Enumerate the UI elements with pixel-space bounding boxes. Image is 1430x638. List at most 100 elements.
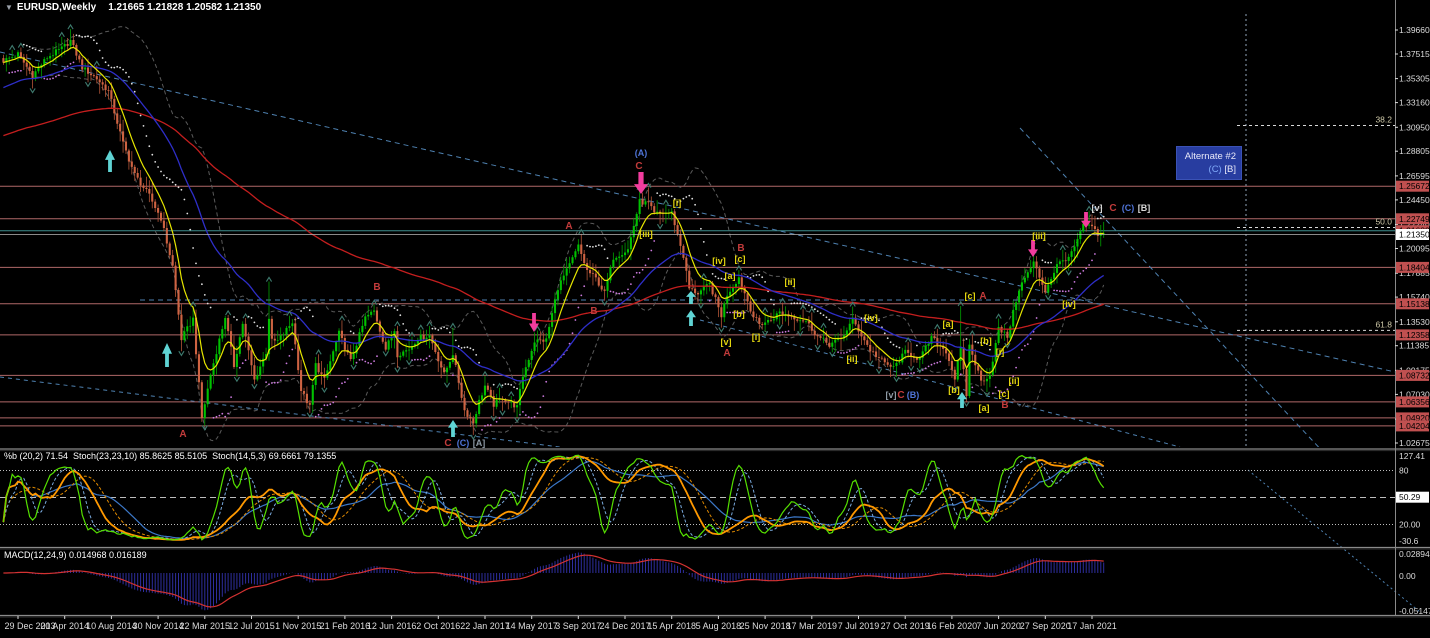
psar-dot	[317, 413, 320, 416]
time-axis-label: 2 Oct 2016	[416, 621, 460, 631]
wave-label[interactable]: A	[179, 429, 186, 440]
fractal-up-icon	[508, 390, 515, 397]
buy-signal-arrow-icon[interactable]	[957, 392, 967, 408]
psar-dot	[869, 317, 872, 319]
wave-label[interactable]: B	[1001, 400, 1008, 411]
psar-dot	[443, 326, 445, 328]
psar-dot	[682, 197, 685, 200]
psar-dot	[14, 71, 16, 73]
buy-signal-arrow-icon[interactable]	[686, 310, 696, 326]
psar-dot	[1053, 289, 1055, 292]
sell-signal-arrow-icon[interactable]	[1081, 212, 1091, 228]
sell-signal-arrow-icon[interactable]	[529, 313, 539, 332]
wave-label[interactable]: [v]	[721, 337, 732, 347]
psar-dot	[504, 383, 507, 385]
wave-label[interactable]: [c]	[999, 389, 1010, 399]
wave-label[interactable]: C	[897, 390, 904, 401]
collapse-icon[interactable]: ▼	[5, 3, 13, 12]
wave-label[interactable]: [v]	[886, 390, 897, 400]
wave-label[interactable]: [iv]	[1062, 299, 1076, 309]
wave-label[interactable]: [a]	[943, 319, 954, 329]
sell-signal-arrow-icon[interactable]	[634, 172, 648, 194]
time-axis-label: 3 Sep 2017	[555, 621, 601, 631]
buy-signal-arrow-icon[interactable]	[105, 150, 115, 172]
wave-label[interactable]: C	[444, 438, 451, 449]
fractal-down-icon	[908, 365, 915, 372]
wave-label[interactable]: [iv]	[864, 313, 878, 323]
psar-dot	[627, 288, 629, 291]
psar-dot	[644, 264, 647, 267]
wave-label[interactable]: C	[635, 161, 642, 172]
wave-label[interactable]: [iii]	[639, 229, 653, 239]
psar-dot	[55, 75, 57, 78]
price-axis-tick: 1.22240	[1399, 220, 1430, 230]
wave-label[interactable]: [b]	[948, 385, 960, 395]
fractal-down-icon	[490, 415, 497, 422]
sell-signal-arrow-icon[interactable]	[1028, 240, 1038, 257]
wave-label[interactable]: B	[737, 243, 744, 254]
psar-dot	[1012, 375, 1015, 378]
fractal-up-icon	[534, 325, 541, 331]
psar-dot	[997, 389, 1000, 392]
wave-label[interactable]: (B)	[907, 390, 920, 400]
fractal-up-icon	[820, 322, 827, 328]
wave-label[interactable]: B	[373, 282, 380, 293]
psar-dot	[154, 161, 157, 163]
wave-label[interactable]: [a]	[979, 403, 990, 413]
stochastic-panel	[0, 454, 1395, 541]
fibonacci-retracement[interactable]: 38.2 50.0 61.8	[1237, 114, 1395, 331]
wave-label[interactable]: [ii]	[1009, 376, 1020, 386]
wave-label[interactable]: [b]	[733, 309, 745, 319]
alternate-count-box[interactable]: Alternate #2 (C) [B]	[1176, 146, 1242, 180]
wave-label[interactable]: C	[1109, 203, 1116, 214]
wave-label[interactable]: [B]	[1138, 203, 1151, 213]
wave-label[interactable]: A	[565, 221, 572, 232]
wave-label[interactable]: [ii]	[785, 277, 796, 287]
fractal-down-icon	[829, 351, 836, 358]
wave-label[interactable]: B	[590, 306, 597, 317]
psar-dot	[1038, 303, 1041, 306]
fractal-up-icon	[849, 301, 856, 307]
trendline[interactable]	[0, 376, 561, 447]
wave-label[interactable]: A	[723, 348, 730, 359]
price-axis-tick: 1.37515	[1399, 49, 1430, 59]
psar-dot	[542, 395, 545, 397]
buy-signal-arrow-icon[interactable]	[686, 291, 696, 304]
psar-dot	[898, 346, 901, 349]
fractal-down-icon	[776, 324, 783, 330]
wave-label[interactable]: (C)	[457, 438, 470, 448]
trendline-lower-panel[interactable]	[1247, 469, 1421, 613]
psar-dot	[314, 415, 317, 418]
wave-label[interactable]: [b]	[980, 336, 992, 346]
wave-label[interactable]: [c]	[735, 254, 746, 264]
trendline[interactable]	[699, 319, 1181, 447]
psar-dot	[510, 384, 513, 386]
wave-label[interactable]: [ii]	[847, 354, 858, 364]
wave-label[interactable]: [v]	[1092, 203, 1103, 213]
wave-label[interactable]: [iii]	[1032, 231, 1046, 241]
trendline[interactable]	[0, 51, 1395, 373]
wave-label[interactable]: (C)	[1122, 203, 1135, 213]
wave-label[interactable]: (A)	[635, 148, 648, 158]
trendline[interactable]	[1019, 127, 1326, 455]
psar-dot	[408, 332, 410, 334]
wave-label[interactable]: [A]	[473, 438, 486, 448]
wave-label[interactable]: [i]	[752, 332, 761, 342]
wave-label[interactable]: [iv]	[712, 256, 726, 266]
wave-label[interactable]: [i]	[996, 347, 1005, 357]
wave-label[interactable]: [i]	[673, 198, 682, 208]
psar-dot	[983, 341, 985, 344]
buy-signal-arrow-icon[interactable]	[448, 420, 458, 437]
fractal-down-icon	[1045, 294, 1052, 301]
time-axis-label: 15 Apr 2018	[647, 621, 696, 631]
wave-label[interactable]: [a]	[725, 271, 736, 281]
fractal-down-icon	[233, 376, 240, 383]
wave-label[interactable]: [c]	[965, 291, 976, 301]
buy-signal-arrow-icon[interactable]	[162, 343, 172, 367]
fractal-down-icon	[394, 367, 401, 373]
psar-dot	[965, 338, 968, 340]
price-axis[interactable]: 1.39660 1.37515 1.35305 1.33160 1.30950 1.288…	[1395, 25, 1430, 616]
wave-label[interactable]: A	[979, 291, 986, 302]
